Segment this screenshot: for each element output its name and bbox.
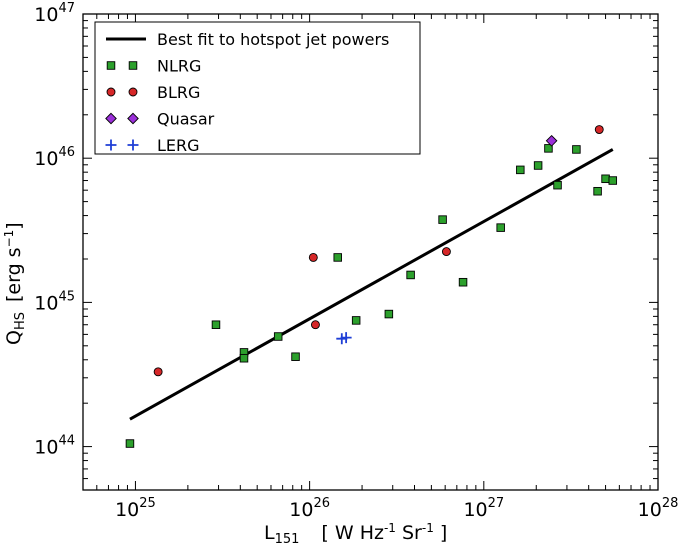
legend-entry-lerg: LERG bbox=[105, 136, 200, 155]
data-point bbox=[273, 332, 283, 341]
data-point bbox=[351, 316, 361, 325]
x-tick-label: 1026 bbox=[289, 496, 330, 521]
legend-entry-nlrg: NLRG bbox=[106, 57, 201, 76]
data-point bbox=[533, 161, 543, 170]
data-point bbox=[308, 252, 318, 262]
data-point bbox=[593, 186, 602, 196]
y-tick-label: 1047 bbox=[34, 1, 75, 26]
data-point bbox=[572, 145, 581, 154]
data-point bbox=[384, 309, 394, 319]
legend-marker bbox=[105, 112, 117, 125]
data-point bbox=[211, 320, 221, 329]
data-marks bbox=[125, 125, 618, 448]
data-point bbox=[291, 352, 300, 361]
legend-box bbox=[94, 21, 421, 155]
legend-marker bbox=[106, 61, 116, 70]
axis-ticks: 1025 1026 1027 1028 1044 1045 1046 1047 bbox=[34, 1, 678, 521]
y-tick-label: 1046 bbox=[34, 145, 75, 170]
legend-marker bbox=[128, 87, 138, 97]
data-point bbox=[438, 215, 447, 224]
x-tick-label: 1028 bbox=[638, 496, 679, 521]
y-axis-title: QHS[erg s−1] bbox=[2, 222, 28, 345]
legend-entry-quasar: Quasar bbox=[105, 110, 215, 129]
legend-label: NLRG bbox=[157, 57, 201, 76]
legend-marker bbox=[128, 61, 138, 70]
data-point bbox=[553, 180, 562, 190]
data-point bbox=[310, 320, 320, 330]
plot-frame bbox=[82, 13, 659, 491]
series-quasar bbox=[545, 134, 558, 147]
legend: Best fit to hotspot jet powers NLRG BLRG Qu… bbox=[94, 21, 421, 155]
legend-marker bbox=[106, 87, 116, 97]
data-point bbox=[545, 134, 558, 147]
x-axis-title: L151[ W Hz-1 Sr-1 ] bbox=[264, 521, 447, 547]
y-tick-label: 1044 bbox=[34, 434, 75, 459]
data-point bbox=[516, 165, 525, 175]
legend-label: Quasar bbox=[157, 110, 215, 129]
fit-line bbox=[129, 148, 614, 421]
legend-marker bbox=[105, 139, 117, 151]
legend-marker bbox=[127, 139, 139, 151]
x-tick-label: 1025 bbox=[115, 496, 156, 521]
data-point bbox=[458, 277, 468, 287]
legend-entry-blrg: BLRG bbox=[106, 83, 200, 102]
data-point bbox=[125, 439, 135, 448]
data-point bbox=[153, 367, 163, 377]
data-point bbox=[333, 253, 342, 262]
legend-entry-fit: Best fit to hotspot jet powers bbox=[106, 30, 389, 49]
x-tick-label: 1027 bbox=[463, 496, 504, 521]
data-point bbox=[594, 125, 604, 135]
legend-label: LERG bbox=[157, 136, 200, 155]
data-point bbox=[340, 332, 352, 344]
data-point bbox=[406, 270, 415, 280]
legend-marker bbox=[127, 112, 139, 125]
series-lerg bbox=[336, 332, 352, 345]
data-point bbox=[441, 247, 451, 257]
legend-label: Best fit to hotspot jet powers bbox=[157, 30, 389, 49]
data-point bbox=[601, 174, 610, 184]
data-point bbox=[608, 176, 618, 185]
data-point bbox=[496, 223, 505, 232]
legend-items: Best fit to hotspot jet powers NLRG BLRG Qu… bbox=[105, 30, 389, 155]
data-point bbox=[239, 353, 249, 363]
series-nlrg bbox=[125, 144, 618, 448]
y-tick-label: 1045 bbox=[34, 289, 75, 314]
legend-label: BLRG bbox=[157, 83, 200, 102]
data-point bbox=[544, 144, 553, 153]
series-blrg bbox=[153, 125, 604, 377]
